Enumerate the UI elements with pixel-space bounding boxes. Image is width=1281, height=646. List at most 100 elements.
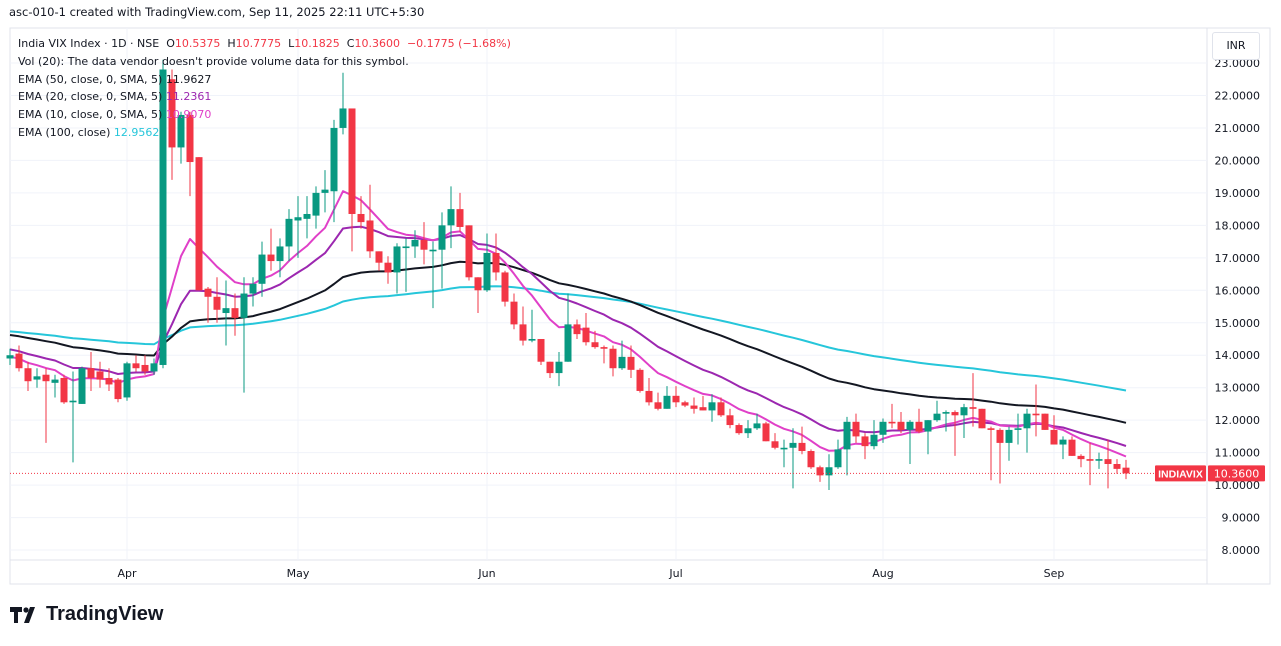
price-tag: 10.3600 bbox=[1214, 467, 1260, 480]
candle-body bbox=[555, 361, 563, 374]
candle-body bbox=[537, 338, 545, 362]
candle bbox=[564, 293, 572, 362]
candle-body bbox=[78, 368, 86, 404]
candle bbox=[357, 196, 365, 229]
time-tick-label: May bbox=[287, 567, 310, 580]
candle-body bbox=[375, 251, 383, 263]
candle-body bbox=[1014, 428, 1022, 430]
candle bbox=[852, 413, 860, 443]
legend-volume[interactable]: Vol (20): The data vendor doesn't provid… bbox=[18, 54, 409, 68]
candle-body bbox=[105, 377, 113, 385]
candle bbox=[582, 313, 590, 346]
candle-body bbox=[780, 447, 788, 450]
ema-label[interactable]: EMA (20, close, 0, SMA, 5) bbox=[18, 90, 163, 104]
change-value: −0.1775 (−1.68%) bbox=[406, 37, 511, 50]
candle-body bbox=[420, 239, 428, 250]
price-tick-label: 18.0000 bbox=[1215, 219, 1261, 232]
price-tick-label: 13.0000 bbox=[1215, 382, 1261, 395]
candle bbox=[366, 184, 374, 258]
price-tick-label: 23.0000 bbox=[1215, 57, 1261, 70]
candle-body bbox=[546, 361, 554, 374]
currency-button[interactable]: INR bbox=[1212, 32, 1260, 60]
candle bbox=[330, 119, 338, 223]
ema-label[interactable]: EMA (100, close) bbox=[18, 125, 111, 139]
candle-body bbox=[1050, 429, 1058, 445]
candle bbox=[744, 420, 752, 439]
candle bbox=[33, 368, 41, 388]
candle bbox=[258, 241, 266, 297]
candle bbox=[321, 170, 329, 213]
candle bbox=[618, 340, 626, 370]
candle-body bbox=[231, 308, 239, 318]
candle-body bbox=[744, 428, 752, 434]
candle-body bbox=[402, 246, 410, 249]
candle-body bbox=[762, 423, 770, 442]
candle-body bbox=[222, 308, 230, 314]
candle bbox=[870, 420, 878, 450]
candle-body bbox=[573, 324, 581, 335]
price-axis[interactable]: 8.0000 9.0000 10.0000 11.0000 12.0000 13.0000… bbox=[1215, 57, 1261, 557]
candle bbox=[888, 403, 896, 429]
candle bbox=[834, 439, 842, 469]
candle-body bbox=[150, 363, 158, 372]
candle-body bbox=[483, 252, 491, 291]
candle bbox=[213, 277, 221, 323]
candle-body bbox=[33, 376, 41, 380]
candle bbox=[51, 374, 59, 398]
candle bbox=[789, 428, 797, 489]
candle bbox=[78, 366, 86, 404]
price-tick-label: 8.0000 bbox=[1222, 544, 1261, 557]
time-axis[interactable]: Apr May Jun Jul Aug Sep bbox=[117, 567, 1064, 580]
candle bbox=[105, 368, 113, 391]
candle bbox=[204, 287, 212, 323]
candle bbox=[699, 395, 707, 411]
candle bbox=[411, 230, 419, 258]
price-tick-label: 22.0000 bbox=[1215, 89, 1261, 102]
candle bbox=[420, 222, 428, 265]
candle bbox=[1005, 426, 1013, 461]
candle-body bbox=[852, 421, 860, 437]
candle bbox=[177, 111, 185, 164]
legend-ohlc: India VIX Index · 1D · NSE O10.5375 H10.… bbox=[18, 35, 511, 53]
candle bbox=[483, 233, 491, 292]
tradingview-logo[interactable]: TradingView bbox=[10, 603, 163, 626]
candle bbox=[636, 368, 644, 393]
price-tick-label: 12.0000 bbox=[1215, 414, 1261, 427]
legend-ema-100: EMA (100, close) 12.9562 bbox=[18, 124, 511, 142]
candle-body bbox=[87, 368, 95, 378]
candle-body bbox=[294, 217, 302, 221]
ema-label[interactable]: EMA (50, close, 0, SMA, 5) bbox=[18, 72, 163, 86]
time-tick-label: Jun bbox=[477, 567, 495, 580]
candle bbox=[114, 377, 122, 403]
candle-body bbox=[582, 327, 590, 343]
candle-body bbox=[1077, 455, 1085, 460]
symbol-title[interactable]: India VIX Index · 1D · NSE bbox=[18, 37, 160, 50]
candle bbox=[672, 386, 680, 408]
candle-body bbox=[258, 254, 266, 284]
candle bbox=[1095, 452, 1103, 469]
candle bbox=[879, 418, 887, 443]
candle-body bbox=[672, 395, 680, 403]
ema-label[interactable]: EMA (10, close, 0, SMA, 5) bbox=[18, 108, 163, 122]
tradingview-logo-icon bbox=[10, 606, 35, 623]
candle bbox=[123, 361, 131, 401]
price-tick-label: 11.0000 bbox=[1215, 447, 1261, 460]
candle bbox=[195, 157, 203, 291]
candle bbox=[1077, 454, 1085, 468]
candle bbox=[1014, 413, 1022, 445]
candle-body bbox=[996, 429, 1004, 443]
candle-body bbox=[816, 467, 824, 476]
candle bbox=[645, 377, 653, 406]
candle-body bbox=[411, 239, 419, 247]
candle bbox=[429, 241, 437, 309]
candle-body bbox=[663, 395, 671, 409]
candle bbox=[456, 192, 464, 232]
candle bbox=[915, 408, 923, 434]
candle bbox=[1059, 436, 1067, 460]
candle-body bbox=[645, 390, 653, 403]
candle-body bbox=[600, 347, 608, 349]
candle bbox=[942, 410, 950, 432]
candle bbox=[15, 345, 23, 372]
candle-body bbox=[906, 421, 914, 430]
